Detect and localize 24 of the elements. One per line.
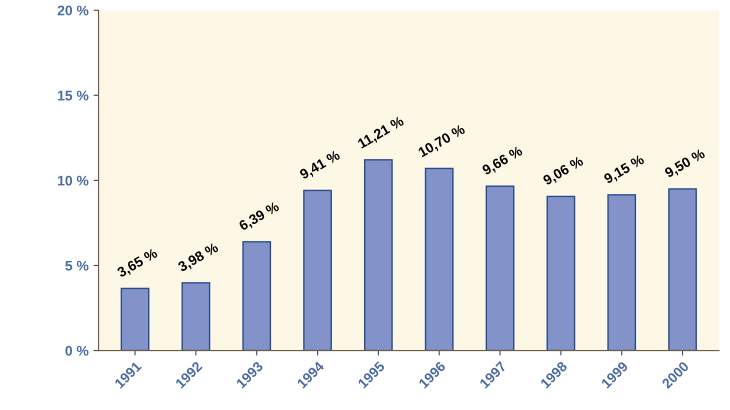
data-label: 11,21 % [357,116,406,150]
bar [607,194,636,351]
data-label: 9,41 % [298,150,342,182]
bar [424,168,454,351]
bar [668,188,697,351]
data-label: 3,65 % [116,248,160,280]
bar [182,282,210,351]
bar [242,241,272,351]
data-label: 6,39 % [238,201,281,233]
data-label: 9,06 % [542,156,585,188]
data-label: 3,98 % [177,242,220,274]
bar [303,190,332,351]
data-label: 9,15 % [603,154,646,186]
y-tick-label: 10 % [58,176,88,186]
bar [120,288,150,351]
bar [364,159,393,351]
data-label: 9,50 % [664,148,707,180]
data-label: 9,66 % [481,146,524,177]
y-tick-label: 5 % [65,260,88,271]
bar [546,196,576,351]
y-tick-label: 15 % [58,90,88,100]
y-tick-label: 20 % [58,6,88,16]
y-tick-label: 0 % [65,346,88,356]
bar [486,185,514,351]
